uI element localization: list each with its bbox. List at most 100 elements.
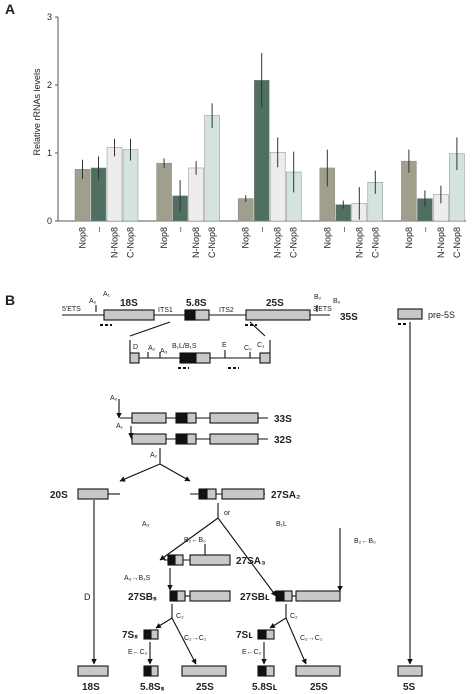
final-5-8ss-label: 5.8Sₛ bbox=[140, 682, 165, 693]
y-tick-label: 3 bbox=[47, 12, 52, 22]
category-label: N-Nop8 bbox=[191, 227, 201, 258]
category-label: – bbox=[338, 227, 348, 232]
intermediate-27sbs bbox=[169, 590, 231, 602]
final-25s-a-label: 25S bbox=[196, 682, 214, 693]
category-label: Nop8 bbox=[159, 227, 169, 249]
category-label: C-Nop8 bbox=[126, 227, 136, 258]
y-tick-label: 2 bbox=[47, 80, 52, 90]
label-27sa2: 27SA₂ bbox=[271, 490, 300, 501]
intermediate-20s bbox=[77, 488, 120, 500]
y-axis-label: Relative rRNAs levels bbox=[32, 68, 42, 156]
final-5-8ss bbox=[143, 665, 152, 677]
arrow-b1l-label: B₁L bbox=[276, 521, 287, 528]
arrow-c2c1-a-label: C₂→C₁ bbox=[184, 635, 207, 642]
final-5-8sl bbox=[257, 665, 267, 677]
or-label: or bbox=[224, 510, 231, 517]
intermediate-27sbl bbox=[275, 590, 341, 602]
arrow-b2b0-a-label: B₂←B₀ bbox=[184, 537, 206, 544]
segment-18s bbox=[103, 309, 155, 321]
label-7ss: 7Sₛ bbox=[122, 630, 138, 641]
category-label: N-Nop8 bbox=[354, 227, 364, 258]
bar bbox=[106, 147, 123, 222]
category-label: N-Nop8 bbox=[436, 227, 446, 258]
zoom-c2: C₂ bbox=[244, 345, 252, 352]
arrow-a1-label: A₁ bbox=[116, 423, 124, 430]
intermediate-27sa3 bbox=[164, 554, 231, 566]
category-label: Nop8 bbox=[78, 227, 88, 249]
arrow-ec2-a-label: E←C₂ bbox=[128, 649, 148, 656]
zoom-e: E bbox=[222, 342, 227, 349]
segment-25s bbox=[245, 309, 311, 321]
b2-site-label: B₂ bbox=[314, 294, 322, 301]
final-5-8sl-label: 5.8Sʟ bbox=[252, 682, 278, 693]
label-25s: 25S bbox=[266, 298, 284, 309]
bar bbox=[156, 162, 172, 222]
segment-black bbox=[184, 309, 196, 321]
category-label: – bbox=[257, 227, 267, 232]
panel-b-label: B bbox=[5, 292, 15, 308]
label-5-8s: 5.8S bbox=[186, 298, 207, 309]
label-27sbl: 27SBʟ bbox=[240, 592, 270, 603]
label-7sl: 7Sʟ bbox=[236, 630, 253, 641]
its1-label: ITS1 bbox=[158, 307, 173, 314]
its2-label: ITS2 bbox=[219, 307, 234, 314]
category-label: C-Nop8 bbox=[207, 227, 217, 258]
arrow-a2-label: A₂ bbox=[150, 452, 158, 459]
arrow-c2c1-b-label: C₂→C₁ bbox=[300, 635, 323, 642]
a0-site-label: A₀ bbox=[89, 298, 97, 305]
arrow-c2-b-label: C₂ bbox=[290, 613, 298, 620]
arrow-a3b1s-label: A₃→B₁S bbox=[124, 575, 151, 582]
final-18s bbox=[77, 665, 109, 677]
final-25s-b-label: 25S bbox=[310, 682, 328, 693]
arrow-a3-label: A₃ bbox=[142, 521, 150, 528]
category-label: – bbox=[175, 227, 185, 232]
zoom-c1: C₁ bbox=[257, 342, 265, 349]
bar bbox=[204, 115, 220, 222]
category-label: N-Nop8 bbox=[110, 227, 120, 258]
zoom-a3: A₃ bbox=[160, 348, 168, 355]
y-tick-label: 1 bbox=[47, 148, 52, 158]
final-5s bbox=[397, 665, 423, 677]
arrow-ec2-b-label: E←C₂ bbox=[242, 649, 262, 656]
final-5s-label: 5S bbox=[403, 682, 416, 693]
label-33s: 33S bbox=[274, 414, 292, 425]
label-32s: 32S bbox=[274, 435, 292, 446]
category-label: – bbox=[420, 227, 430, 232]
label-18s: 18S bbox=[120, 298, 138, 309]
y-tick-label: 0 bbox=[47, 216, 52, 226]
final-18s-label: 18S bbox=[82, 682, 100, 693]
category-label: Nop8 bbox=[322, 227, 332, 249]
intermediate-27sa2 bbox=[190, 488, 265, 500]
label-27sbs: 27SBₛ bbox=[128, 592, 157, 603]
final-25s-b bbox=[295, 665, 341, 677]
arrow-b2b0-b-label: B₂←B₀ bbox=[354, 538, 376, 545]
ets3-label: 3'ETS bbox=[313, 306, 332, 313]
intermediate-32s bbox=[131, 433, 268, 445]
zoom-b1: B₁L/B₁S bbox=[172, 343, 197, 350]
category-label: C-Nop8 bbox=[370, 227, 380, 258]
category-label: C-Nop8 bbox=[289, 227, 299, 258]
category-label: Nop8 bbox=[241, 227, 251, 249]
bar-chart: 0123Nop8–N-Nop8C-Nop818SNop8–N-Nop8C-Nop… bbox=[47, 12, 466, 258]
panel-a-label: A bbox=[5, 1, 15, 17]
zoom-detail bbox=[129, 340, 271, 369]
category-label: Nop8 bbox=[404, 227, 414, 249]
label-27sa3: 27SA₃ bbox=[236, 556, 266, 567]
category-label: N-Nop8 bbox=[273, 227, 283, 258]
category-label: C-Nop8 bbox=[452, 227, 462, 258]
a1-site-label: A₁ bbox=[103, 291, 111, 298]
bar bbox=[188, 167, 204, 222]
intermediate-7sl bbox=[257, 629, 275, 640]
final-25s-a bbox=[181, 665, 227, 677]
pre-5s-box bbox=[397, 308, 423, 320]
precursor-35s bbox=[62, 305, 330, 326]
intermediate-7ss bbox=[143, 629, 159, 640]
intermediate-33s bbox=[120, 412, 268, 424]
label-20s: 20S bbox=[50, 490, 68, 501]
arrow-c2-a-label: C₂ bbox=[176, 613, 184, 620]
arrow-d-label: D bbox=[84, 592, 91, 602]
category-label: – bbox=[94, 227, 104, 232]
pre-5s-label: pre-5S bbox=[428, 310, 455, 320]
ets5-label: 5'ETS bbox=[62, 306, 81, 313]
